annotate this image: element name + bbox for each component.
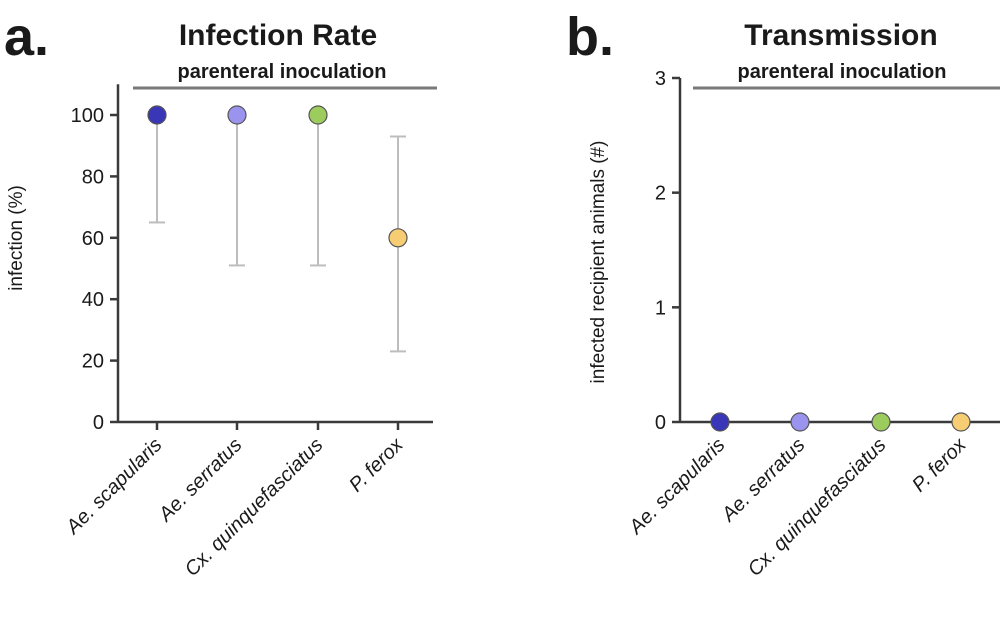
panel-b-point	[871, 412, 891, 432]
panel-a-ytick-label: 60	[82, 228, 104, 250]
panel-a-category-label: P. ferox	[345, 433, 408, 496]
panel-b-ytick-label: 0	[655, 412, 666, 434]
panel-b-title: Transmission	[744, 19, 937, 52]
panel-a-ytick-label: 20	[82, 351, 104, 373]
panel-a-point	[227, 105, 247, 125]
panel-b-ylabel: infected recipient animals (#)	[588, 141, 609, 384]
panel-b-letter: b.	[566, 7, 614, 67]
panel-b-point	[710, 412, 730, 432]
panel-b-ytick-label: 3	[655, 68, 666, 90]
panel-a-ytick-label: 40	[82, 289, 104, 311]
panel-a-category-label: Ae. scapularis	[61, 434, 166, 539]
panel-b-ytick-label: 2	[655, 183, 666, 205]
panel-a-letter: a.	[4, 7, 49, 67]
panel-a-ytick-label: 100	[71, 105, 104, 127]
panel-b-category-label: Cx. quinquefasciatus	[744, 434, 891, 581]
panel-b-point	[790, 412, 810, 432]
panel-a-category-label: Cx. quinquefasciatus	[181, 434, 328, 581]
panel-b-category-label: P. ferox	[908, 433, 971, 496]
panel-a-title: Infection Rate	[179, 19, 377, 52]
panel-b-ytick-label: 1	[655, 297, 666, 319]
panel-a-ytick-label: 80	[82, 166, 104, 188]
panel-b-subtitle: parenteral inoculation	[738, 61, 947, 83]
panel-a-point	[388, 228, 408, 248]
panel-a-subtitle: parenteral inoculation	[178, 61, 387, 83]
panel-b-point	[951, 412, 971, 432]
panel-a-point	[308, 105, 328, 125]
panel-b-category-label: Ae. scapularis	[624, 434, 729, 539]
panel-a-ylabel: infection (%)	[6, 185, 27, 291]
panel-a-ytick-label: 0	[93, 412, 104, 434]
panel-a-point	[147, 105, 167, 125]
